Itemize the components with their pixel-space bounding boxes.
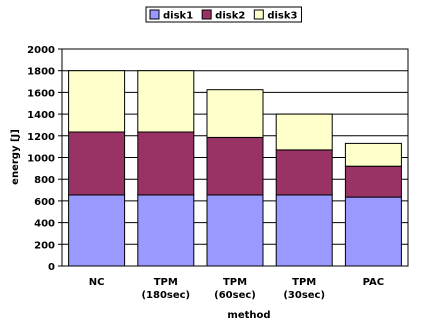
- y-tick-label: 1800: [27, 67, 55, 78]
- y-tick-label: 400: [34, 219, 55, 230]
- x-tick-label: TPM: [223, 277, 247, 288]
- bar-segment-disk2-4: [344, 165, 402, 198]
- y-tick-label: 0: [48, 262, 55, 273]
- y-tick-label: 2000: [27, 45, 55, 56]
- bar-segment-disk2-0: [68, 131, 126, 196]
- legend: disk1 disk2 disk3: [145, 6, 302, 23]
- legend-frame: [145, 6, 302, 23]
- bar-segment-disk1-1: [137, 194, 195, 267]
- legend-swatch-disk2: [201, 9, 212, 20]
- plot-frame: [61, 48, 409, 267]
- bar-segment-disk3-0: [68, 70, 126, 133]
- x-tick-label: (60sec): [214, 290, 256, 301]
- x-tick-label: TPM: [154, 277, 178, 288]
- bar-segment-disk2-1: [137, 131, 195, 196]
- bars: [68, 70, 402, 267]
- x-tick-label: TPM: [292, 277, 316, 288]
- x-axis-label: method: [227, 310, 270, 321]
- bar-segment-disk1-0: [68, 194, 126, 267]
- bar-segment-disk3-1: [137, 70, 195, 133]
- legend-label-disk1: disk1: [163, 11, 193, 22]
- y-tick-label: 200: [34, 240, 55, 251]
- bar-segment-disk1-3: [275, 194, 333, 267]
- y-axis: 0 200 400 600 800 1000 1200 1400 1600 1800 2000: [27, 45, 409, 273]
- y-tick-label: 1200: [27, 132, 55, 143]
- legend-label-disk3: disk3: [267, 11, 297, 22]
- bar-segment-disk3-3: [275, 113, 333, 151]
- y-axis-label: energy [J]: [10, 129, 21, 185]
- x-tick-label: NC: [89, 277, 105, 288]
- x-tick-label: (30sec): [283, 290, 325, 301]
- bar-segment-disk2-3: [275, 149, 333, 196]
- y-tick-label: 800: [34, 175, 55, 186]
- y-tick-label: 1000: [27, 154, 55, 165]
- x-axis: NC TPM (180sec) TPM (60sec) TPM (30sec) PAC: [89, 277, 384, 301]
- y-tick-label: 1400: [27, 110, 55, 121]
- bar-segment-disk3-4: [344, 142, 402, 167]
- bar-segment-disk1-4: [344, 196, 402, 267]
- legend-label-disk2: disk2: [215, 11, 245, 22]
- legend-swatch-disk3: [253, 9, 264, 20]
- x-tick-label: PAC: [363, 277, 385, 288]
- bar-segment-disk3-2: [206, 89, 264, 138]
- bar-segment-disk1-2: [206, 194, 264, 267]
- bar-segment-disk2-2: [206, 136, 264, 196]
- y-tick-label: 600: [34, 197, 55, 208]
- legend-swatch-disk1: [149, 9, 160, 20]
- y-tick-label: 1600: [27, 88, 55, 99]
- x-tick-label: (180sec): [141, 290, 190, 301]
